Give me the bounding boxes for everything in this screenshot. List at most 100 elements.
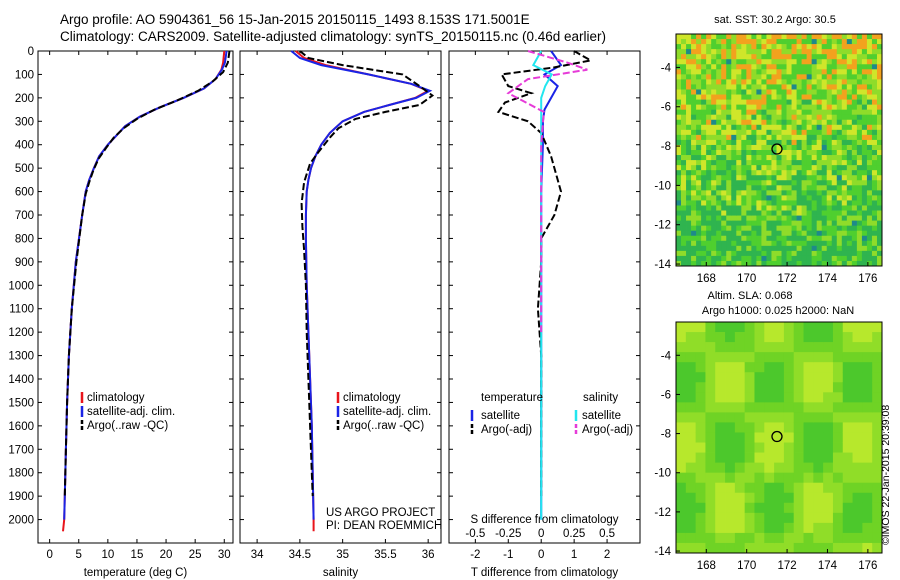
map-cell [764,362,775,373]
map-cell [861,84,868,90]
map-cell [781,79,787,85]
map-cell [681,49,687,55]
map-cell [696,220,702,227]
map-cell [776,144,782,151]
map-cell [836,250,843,257]
map-cell [832,542,844,554]
map-cell [796,144,803,151]
map-cell [696,79,702,85]
map-cell [852,542,863,554]
map-cell [826,119,833,126]
map-cell [861,190,868,196]
map-cell [721,99,727,106]
map-cell [846,240,853,247]
map-cell [871,109,878,116]
map-cell [816,150,823,156]
map-cell [706,109,712,116]
map-cell [746,84,752,90]
map-cell [781,180,787,186]
map-cell [786,240,792,247]
map-cell [715,392,726,403]
map-cell [776,260,782,267]
map-cell [686,190,692,196]
map-cell [816,250,823,257]
map-cell [796,235,803,242]
map-cell [734,492,746,504]
map-cell [791,185,797,191]
map-cell [685,472,697,484]
map-cell [846,79,853,85]
map-cell [734,502,746,514]
map-cell [813,522,824,534]
map-cell [766,49,772,55]
map-cell [836,205,843,211]
map-cell [751,235,757,242]
map-cell [711,255,717,262]
map-cell [705,412,716,423]
map-cell [726,255,732,262]
map-cell [793,462,804,474]
map-cell [811,109,818,116]
map-cell [862,462,873,474]
map-cell [852,532,863,544]
map-cell [711,124,717,131]
map-cell [776,99,782,106]
map-cell [721,129,727,136]
map-cell [876,44,883,50]
map-cell [811,89,818,95]
map-cell [842,382,853,393]
map-cell [726,210,732,216]
map-cell [826,205,833,211]
depth-tick-label: 400 [15,140,34,152]
map-cell [811,205,818,211]
map-cell [701,165,707,171]
map-cell [866,129,873,136]
map-cell [786,134,792,141]
map-cell [826,139,833,146]
map-cell [754,522,765,534]
map-cell [701,59,707,65]
map-cell [691,200,697,206]
map-cell [721,114,727,121]
profile-panel-1: 0100200300400500600700800900100011001200… [8,46,234,579]
map-cell [793,432,804,443]
map-cell [771,69,777,75]
map-cell [761,114,767,121]
map-cell [861,210,868,216]
map-cell [801,74,808,80]
map-cell [796,160,803,166]
map-cell [766,79,772,85]
map-cell [751,89,757,95]
map-cell [806,59,813,65]
map-cell [771,165,777,171]
map-cell [851,129,858,136]
map-cell [821,225,828,232]
map-cell [801,180,808,186]
map-cell [832,402,844,413]
map-cell [681,190,687,196]
map-cell [696,240,702,247]
map-cell [856,49,863,55]
map-cell [836,124,843,131]
map-cell [872,342,883,353]
map-cell [791,84,797,90]
map-cell [781,134,787,141]
map-cell [756,114,762,121]
map-cell [681,200,687,206]
map-cell [741,134,747,141]
map-cell [681,79,687,85]
map-cell [791,94,797,100]
map-cell [816,260,823,267]
map-cell [851,225,858,232]
map-cell [806,155,813,161]
map-cell [686,89,692,95]
map-lon-label: 170 [737,273,756,285]
map-cell [831,160,838,166]
map-cell [716,49,722,55]
map-cell [756,119,762,126]
map-cell [816,230,823,237]
map-cell [676,532,687,544]
map-cell [796,210,803,216]
map-cell [851,99,858,106]
map-cell [872,322,883,333]
